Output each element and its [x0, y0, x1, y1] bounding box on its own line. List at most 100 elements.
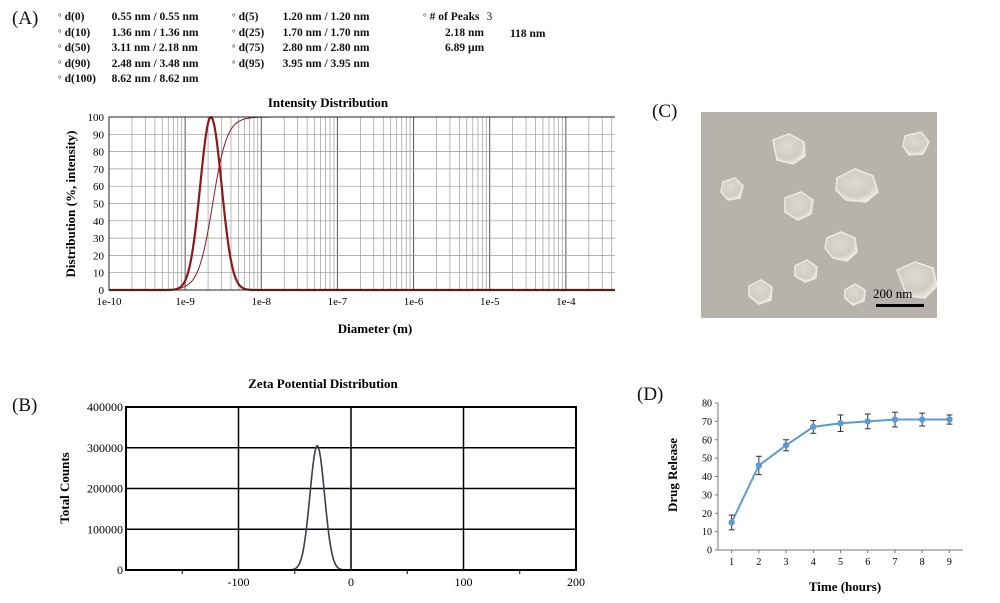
y-tick-label: 80	[93, 147, 105, 159]
x-tick-label: 7	[892, 557, 897, 568]
y-tick-label: 60	[93, 181, 105, 193]
stat-label: d(5)	[238, 11, 259, 23]
x-tick-label: 8	[920, 557, 925, 568]
sem-image: 200 nm	[701, 112, 937, 318]
stat-label: d(25)	[238, 26, 265, 39]
x-tick-label: 0	[348, 575, 354, 589]
stats-col-1: ° d(0) 0.55 nm / 0.55 nm ° d(10) 1.36 nm / 1…	[58, 11, 199, 85]
y-axis-label: Drug Release	[665, 438, 680, 512]
x-tick-label: 100	[455, 575, 473, 589]
x-tick-label: 4	[811, 557, 816, 568]
x-tick-label: 1e-7	[328, 296, 348, 308]
y-tick-label: 70	[93, 164, 105, 176]
zeta-chart: Zeta Potential Distribution -100 0 100 200 …	[57, 376, 585, 589]
data-point	[864, 418, 871, 425]
panel-label-c: (C)	[652, 101, 678, 122]
peak-1: 2.18 nm	[445, 27, 484, 39]
y-tick-label: 100000	[87, 522, 123, 536]
y-tick-labels: 0 100000 200000 300000 400000	[87, 400, 123, 577]
y-tick-label: 50	[93, 199, 105, 211]
nanoparticle	[784, 191, 814, 221]
y-tick-label: 50	[702, 454, 712, 465]
x-tick-label: 1e-10	[96, 296, 122, 308]
nanoparticle	[835, 168, 879, 203]
nanoparticle	[748, 279, 773, 305]
y-tick-labels: 0 10 20 30 40 50 60 70 80	[702, 399, 712, 557]
nanoparticle	[844, 283, 866, 306]
data-point	[891, 416, 899, 423]
chart-title: Zeta Potential Distribution	[248, 376, 398, 391]
sem-particles	[701, 112, 937, 318]
y-tick-label: 40	[702, 472, 712, 483]
y-tick-label: 0	[117, 563, 123, 577]
nanoparticle	[824, 231, 858, 262]
stat-value: 3.95 nm / 3.95 nm	[282, 57, 370, 70]
stat-label: d(100)	[64, 73, 96, 85]
stat-label: d(90)	[64, 57, 91, 70]
peak-2: 6.89 µm	[445, 42, 485, 54]
peaks-count: 3	[486, 11, 493, 23]
y-tick-label: 20	[93, 250, 105, 262]
scale-bar	[876, 304, 924, 307]
y-tick-label: 0	[99, 285, 105, 297]
nanoparticle	[772, 133, 806, 165]
stat-value: 8.62 nm / 8.62 nm	[111, 73, 199, 85]
y-tick-label: 100	[88, 112, 105, 124]
release-series-line	[730, 418, 950, 523]
x-axis-label: Diameter (m)	[338, 321, 412, 336]
x-axis-label: Time (hours)	[809, 579, 881, 594]
stat-label: d(0)	[64, 11, 85, 23]
x-tick-label: -100	[228, 575, 250, 589]
x-tick-label: 1e-8	[252, 296, 272, 308]
stat-value: 2.48 nm / 3.48 nm	[111, 57, 199, 70]
stat-value: 0.55 nm / 0.55 nm	[111, 11, 199, 23]
intensity-chart: Intensity Distribution 1e-10 1e-9 1e-8 1e-7…	[63, 95, 615, 336]
y-tick-label: 0	[707, 546, 712, 557]
stat-value: 1.70 nm / 1.70 nm	[282, 26, 370, 39]
data-point	[782, 442, 790, 449]
release-chart: 1 2 3 4 5 6 7 8 9 0 10 20 30 40 50 60 70 80 Time (hours)…	[665, 399, 963, 594]
y-tick-label: 400000	[87, 400, 123, 414]
stat-value: 1.36 nm / 1.36 nm	[111, 26, 199, 39]
nanoparticle	[896, 261, 937, 299]
stat-value: 1.20 nm / 1.20 nm	[282, 11, 370, 23]
data-point	[810, 423, 817, 431]
x-tick-label: 1e-9	[175, 296, 195, 308]
y-tick-label: 60	[702, 435, 712, 446]
peaks-label: # of Peaks	[429, 11, 480, 23]
chart-series	[728, 411, 953, 531]
x-tick-label: 200	[567, 575, 585, 589]
y-tick-label: 20	[702, 509, 712, 520]
data-point	[837, 420, 844, 427]
peak-extra: 118 nm	[510, 28, 546, 40]
y-tick-label: 90	[93, 129, 105, 141]
panel-label-d: (D)	[637, 384, 664, 405]
y-tick-label: 30	[93, 233, 105, 245]
panel-label-b: (B)	[12, 395, 38, 416]
stat-label: d(75)	[238, 42, 265, 54]
chart-grid	[126, 406, 577, 574]
y-tick-label: 30	[702, 490, 712, 501]
nanoparticle	[794, 259, 818, 283]
x-tick-label: 1e-4	[556, 296, 576, 308]
peaks-header: ° # of Peaks 3	[423, 11, 493, 23]
chart-title: Intensity Distribution	[268, 95, 389, 110]
x-tick-labels: 1 2 3 4 5 6 7 8 9	[729, 557, 952, 568]
nanoparticle	[720, 177, 744, 201]
data-point	[918, 416, 926, 423]
y-tick-label: 70	[702, 417, 712, 428]
nanoparticle	[902, 131, 930, 156]
panel-label-a: (A)	[12, 8, 39, 29]
chart-grid	[108, 116, 615, 291]
y-tick-label: 10	[93, 268, 105, 280]
x-tick-label: 1e-6	[404, 296, 424, 308]
stat-label: d(10)	[64, 26, 91, 39]
stat-label: d(95)	[238, 57, 265, 70]
x-tick-label: 5	[838, 557, 843, 568]
x-tick-label: 1e-5	[480, 296, 500, 308]
y-axis-label: Total Counts	[57, 452, 72, 523]
stat-label: d(50)	[64, 42, 91, 54]
x-tick-label: 6	[865, 557, 870, 568]
stats-col-2: ° d(5) 1.20 nm / 1.20 nm ° d(25) 1.70 nm / 1…	[232, 11, 370, 70]
data-point	[755, 462, 763, 469]
